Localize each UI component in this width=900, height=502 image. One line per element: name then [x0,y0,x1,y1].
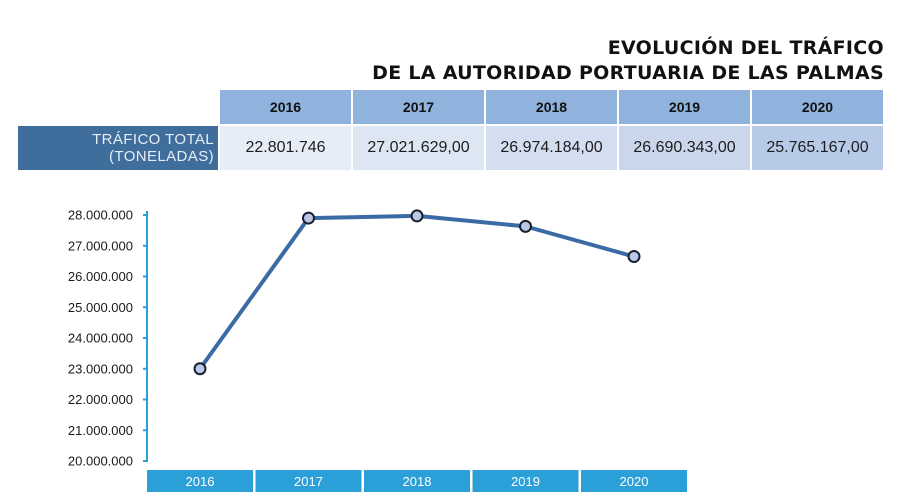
data-point [627,250,641,264]
table-cell: 25.765.167,00 [752,126,883,170]
x-tick-label: 2019 [511,474,540,489]
table-header-row: 2016 2017 2018 2019 2020 [18,90,883,124]
table-cell: 26.690.343,00 [619,126,750,170]
y-tick-label: 23.000.000 [68,361,133,376]
x-category-band [255,470,362,492]
y-tick-label: 22.000.000 [68,392,133,407]
y-tick-label: 20.000.000 [68,454,133,469]
y-tick-label: 26.000.000 [68,269,133,284]
traffic-table: 2016 2017 2018 2019 2020 TRÁFICO TOTAL (… [16,88,885,172]
table-cell: 27.021.629,00 [353,126,484,170]
chart-title: EVOLUCIÓN DEL TRÁFICO DE LA AUTORIDAD PO… [372,36,884,86]
row-label: TRÁFICO TOTAL (TONELADAS) [18,126,218,170]
year-header: 2018 [486,90,617,124]
title-line-2: DE LA AUTORIDAD PORTUARIA DE LAS PALMAS [372,62,884,84]
y-tick-label: 25.000.000 [68,300,133,315]
row-label-line-1: TRÁFICO TOTAL [92,131,214,148]
data-point [193,362,207,376]
table-row: TRÁFICO TOTAL (TONELADAS) 22.801.746 27.… [18,126,883,170]
y-tick-label: 24.000.000 [68,331,133,346]
year-header: 2020 [752,90,883,124]
year-header: 2016 [220,90,351,124]
data-point [410,209,424,223]
year-header: 2017 [353,90,484,124]
x-tick-label: 2017 [294,474,323,489]
data-point [302,211,315,225]
x-tick-label: 2020 [620,474,649,489]
y-tick-label: 28.000.000 [68,208,133,223]
y-tick-label: 27.000.000 [68,238,133,253]
title-line-1: EVOLUCIÓN DEL TRÁFICO [607,37,884,59]
x-category-band [147,470,253,492]
data-point [519,219,532,233]
year-header: 2019 [619,90,750,124]
table-cell: 22.801.746 [220,126,351,170]
x-tick-label: 2018 [403,474,432,489]
x-category-band [581,470,687,492]
series-line [198,213,636,371]
table-cell: 26.974.184,00 [486,126,617,170]
x-category-band [364,470,470,492]
x-category-band [472,470,579,492]
row-label-line-2: (TONELADAS) [109,148,214,165]
y-tick-label: 21.000.000 [68,423,133,438]
x-tick-label: 2016 [186,474,215,489]
